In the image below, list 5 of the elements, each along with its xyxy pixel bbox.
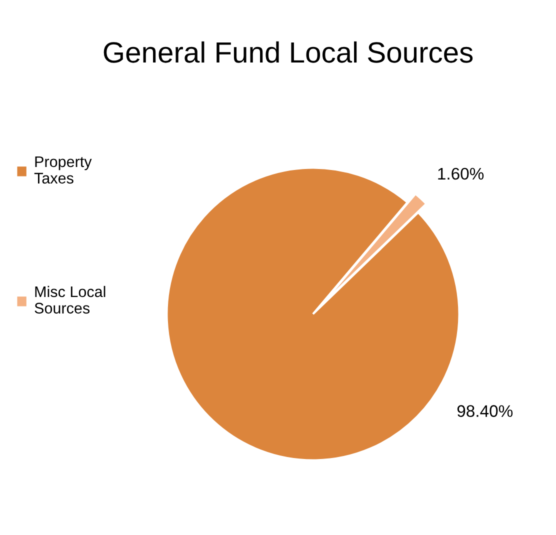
chart-title: General Fund Local Sources bbox=[104, 41, 473, 63]
data-label: 98.40% bbox=[457, 405, 513, 417]
legend-label: Misc Local Sources bbox=[34, 286, 106, 314]
data-label: 1.60% bbox=[438, 168, 484, 180]
legend-label: Property Taxes bbox=[34, 156, 92, 184]
